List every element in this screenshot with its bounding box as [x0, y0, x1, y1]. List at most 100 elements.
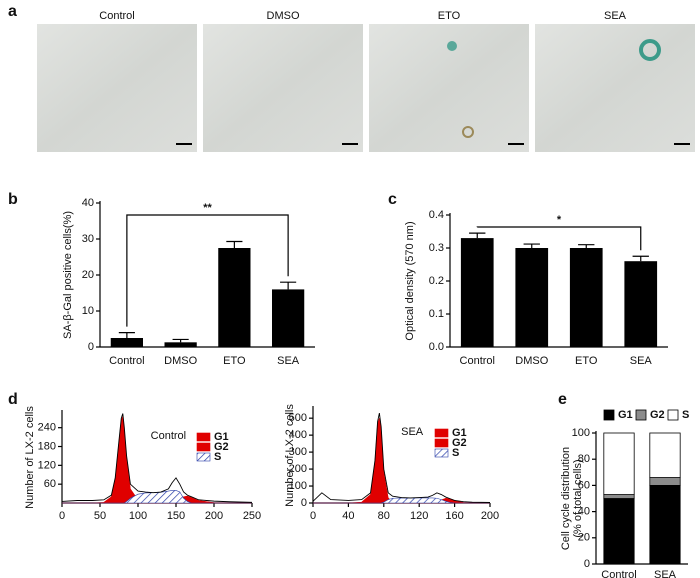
image-label: Control: [99, 10, 134, 22]
y-tick-label: 0: [301, 497, 307, 509]
y-tick-label: 0.1: [429, 308, 444, 320]
y-tick-label: 400: [289, 429, 307, 441]
x-tick-label: SEA: [630, 355, 653, 367]
panel-label: d: [8, 391, 18, 408]
y-tick-label: 100: [289, 480, 307, 492]
legend-label: G2: [452, 437, 467, 449]
y-tick-label: 20: [82, 269, 94, 281]
legend-swatch: [196, 432, 211, 442]
legend-label: S: [452, 447, 459, 459]
y-tick-label: 100: [572, 427, 590, 439]
x-tick-label: ETO: [223, 355, 246, 367]
bar: [460, 238, 494, 347]
y-tick-label: 0.3: [429, 242, 444, 254]
bar: [110, 338, 143, 347]
significance-label: **: [203, 202, 212, 214]
x-tick-label: SEA: [654, 569, 677, 578]
y-tick-label: 80: [578, 453, 590, 465]
bar: [218, 248, 251, 347]
x-tick-label: 200: [481, 510, 499, 522]
legend-label: G1: [214, 431, 229, 443]
panel-label: a: [8, 3, 17, 20]
y-tick-label: 60: [44, 478, 56, 490]
stain: [447, 41, 457, 51]
x-tick-label: DMSO: [515, 355, 548, 367]
x-tick-label: 160: [445, 510, 463, 522]
bar-segment: [603, 498, 635, 565]
y-axis-label: Optical density (570 nm): [404, 221, 416, 340]
x-tick-label: DMSO: [164, 355, 197, 367]
y-axis-label: SA-β-Gal positive cells(%): [62, 211, 74, 339]
y-tick-label: 500: [289, 412, 307, 424]
micrographs: Control DMSO ETO SEA: [37, 10, 695, 152]
x-tick-label: ETO: [575, 355, 598, 367]
y-tick-label: 0.0: [429, 341, 444, 353]
legend-label: G2: [214, 441, 229, 453]
y-tick-label: 40: [578, 506, 590, 518]
stain: [639, 39, 661, 61]
legend-swatch: [196, 452, 211, 462]
histogram-outline: [61, 413, 253, 503]
panel-label: c: [388, 191, 397, 208]
image-label: DMSO: [267, 10, 300, 22]
legend-swatch: [603, 409, 615, 421]
x-tick-label: 100: [129, 510, 147, 522]
x-tick-label: Control: [109, 355, 144, 367]
phase-area: [62, 490, 252, 504]
panel-label: b: [8, 191, 18, 208]
micrograph: [535, 24, 695, 152]
y-tick-label: 0: [584, 558, 590, 570]
x-tick-label: 120: [410, 510, 428, 522]
bar: [164, 342, 197, 347]
significance-bracket: [476, 226, 642, 251]
x-tick-label: 250: [243, 510, 261, 522]
legend-label: G2: [650, 409, 665, 421]
y-tick-label: 30: [82, 233, 94, 245]
y-tick-label: 180: [38, 440, 56, 452]
y-axis-label: (% of total cells): [572, 459, 584, 537]
y-tick-label: 60: [578, 479, 590, 491]
legend-label: G1: [452, 427, 467, 439]
bar-segment: [649, 484, 681, 565]
y-axis-label: Number of LX-2 cells: [284, 404, 296, 507]
legend-swatch: [196, 442, 211, 452]
y-tick-label: 200: [289, 463, 307, 475]
bar-segment: [649, 432, 681, 478]
x-tick-label: 150: [167, 510, 185, 522]
cell: [462, 126, 474, 138]
x-tick-label: Control: [460, 355, 495, 367]
chart-title: SEA: [401, 426, 424, 438]
y-tick-label: 20: [578, 532, 590, 544]
bar: [272, 289, 305, 347]
bar: [515, 248, 549, 347]
y-axis-label: Number of LX-2 cells: [24, 406, 36, 509]
chart-title: Control: [151, 430, 186, 442]
legend-swatch: [635, 409, 647, 421]
histogram-outline: [312, 412, 491, 503]
y-tick-label: 240: [38, 422, 56, 434]
bar-segment: [649, 477, 681, 486]
image-label: SEA: [604, 10, 627, 22]
y-tick-label: 40: [82, 197, 94, 209]
y-tick-label: 0.4: [429, 209, 444, 221]
x-tick-label: 200: [205, 510, 223, 522]
image-label: ETO: [438, 10, 461, 22]
significance-label: *: [557, 214, 562, 226]
legend-swatch: [667, 409, 679, 421]
legend-label: S: [214, 451, 221, 463]
x-tick-label: 0: [310, 510, 316, 522]
legend-swatch: [434, 428, 449, 438]
x-tick-label: Control: [601, 569, 636, 578]
x-tick-label: 0: [59, 510, 65, 522]
bar: [569, 248, 603, 347]
y-axis-label: Cell cycle distribution: [560, 447, 572, 550]
x-tick-label: 40: [342, 510, 354, 522]
legend-swatch: [434, 438, 449, 448]
legend-label: G1: [618, 409, 633, 421]
x-tick-label: SEA: [277, 355, 300, 367]
y-tick-label: 0: [88, 341, 94, 353]
x-tick-label: 50: [94, 510, 106, 522]
y-tick-label: 10: [82, 305, 94, 317]
significance-bracket: [126, 214, 289, 327]
